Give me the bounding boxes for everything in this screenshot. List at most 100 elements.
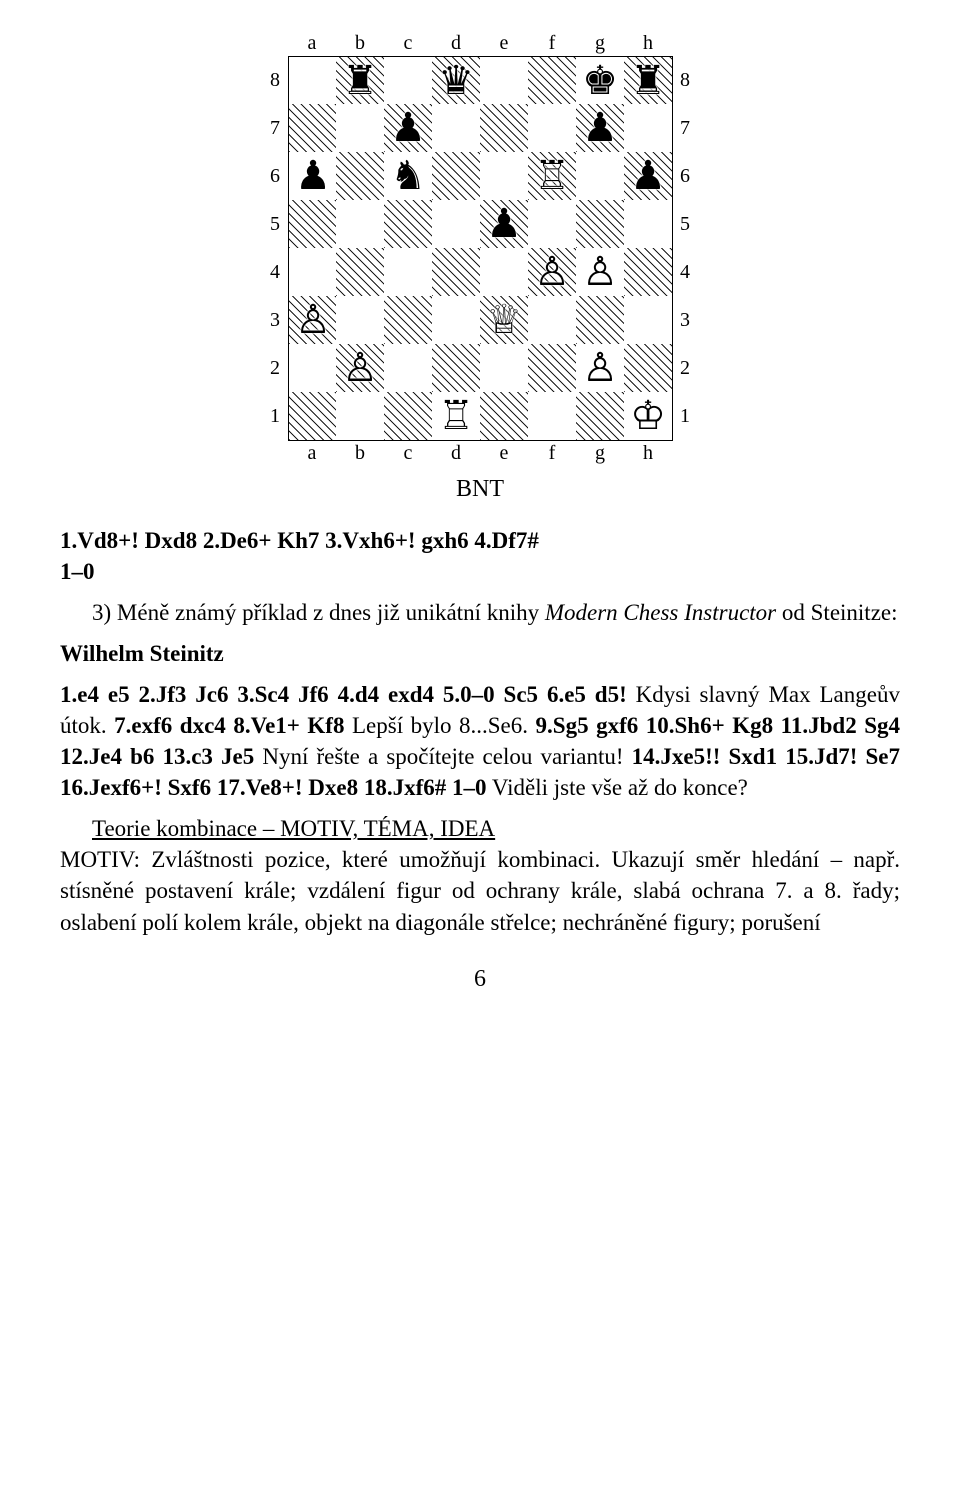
board-coord: 7	[672, 104, 698, 152]
square-c2	[384, 344, 432, 392]
square-b4	[336, 248, 384, 296]
board-coord: 6	[672, 152, 698, 200]
square-g2: ♙	[576, 344, 624, 392]
square-g6	[576, 152, 624, 200]
square-a4	[288, 248, 337, 296]
board-coord: 2	[262, 344, 288, 392]
square-b6	[336, 152, 384, 200]
square-e3: ♕	[480, 296, 528, 344]
square-b8: ♜	[336, 56, 384, 105]
square-b3	[336, 296, 384, 344]
square-a6: ♟	[288, 152, 337, 200]
board-coord: f	[528, 440, 576, 466]
square-a1	[288, 392, 337, 441]
result: 1–0	[60, 559, 95, 584]
piece: ♟	[295, 156, 331, 196]
square-f1	[528, 392, 576, 441]
page-number: 6	[60, 966, 900, 993]
theory-paragraph: Teorie kombinace – MOTIV, TÉMA, IDEA MOT…	[60, 813, 900, 937]
piece: ♟	[582, 108, 618, 148]
square-e7	[480, 104, 528, 152]
board-coord: f	[528, 30, 576, 56]
piece: ♔	[630, 396, 666, 436]
square-d8: ♛	[432, 56, 480, 105]
board-coord: 5	[672, 200, 698, 248]
square-a8	[288, 56, 337, 105]
square-b5	[336, 200, 384, 248]
square-f5	[528, 200, 576, 248]
piece: ♜	[630, 61, 666, 101]
board-coord: g	[576, 30, 624, 56]
square-f7	[528, 104, 576, 152]
square-e6	[480, 152, 528, 200]
square-e5: ♟	[480, 200, 528, 248]
square-d7	[432, 104, 480, 152]
square-d1: ♖	[432, 392, 480, 441]
square-d6	[432, 152, 480, 200]
board-coord: a	[288, 440, 336, 466]
square-c8	[384, 56, 432, 105]
square-e1	[480, 392, 528, 441]
square-f8	[528, 56, 576, 105]
square-h5	[624, 200, 673, 248]
piece: ♖	[438, 396, 474, 436]
square-f4: ♙	[528, 248, 576, 296]
diagram-caption: BNT	[60, 476, 900, 503]
square-a3: ♙	[288, 296, 337, 344]
square-a7	[288, 104, 337, 152]
square-d4	[432, 248, 480, 296]
board-coord: 5	[262, 200, 288, 248]
square-f2	[528, 344, 576, 392]
board-coord: b	[336, 440, 384, 466]
square-g4: ♙	[576, 248, 624, 296]
piece: ♖	[534, 156, 570, 196]
square-h4	[624, 248, 673, 296]
square-b7	[336, 104, 384, 152]
board-coord: d	[432, 30, 480, 56]
piece: ♙	[295, 300, 331, 340]
square-f6: ♖	[528, 152, 576, 200]
piece: ♚	[582, 61, 618, 101]
book-title: Modern Chess Instructor	[545, 600, 776, 625]
board-coord: h	[624, 30, 672, 56]
board-coord: 8	[262, 56, 288, 104]
piece: ♙	[582, 348, 618, 388]
board-coord: e	[480, 440, 528, 466]
piece: ♜	[342, 61, 378, 101]
board-coord: c	[384, 30, 432, 56]
square-c4	[384, 248, 432, 296]
board-coord: 4	[672, 248, 698, 296]
square-h8: ♜	[624, 56, 673, 105]
square-c6: ♞	[384, 152, 432, 200]
square-d3	[432, 296, 480, 344]
square-d5	[432, 200, 480, 248]
square-e4	[480, 248, 528, 296]
piece: ♕	[486, 300, 522, 340]
board-coord: e	[480, 30, 528, 56]
piece: ♟	[486, 204, 522, 244]
square-d2	[432, 344, 480, 392]
board-coord: 3	[672, 296, 698, 344]
board-coord: 2	[672, 344, 698, 392]
game-moves: 1.e4 e5 2.Jf3 Jc6 3.Sc4 Jf6 4.d4 exd4 5.…	[60, 679, 900, 803]
square-b1	[336, 392, 384, 441]
board-coord: h	[624, 440, 672, 466]
piece: ♞	[390, 156, 426, 196]
board-coord: c	[384, 440, 432, 466]
theory-heading: Teorie kombinace – MOTIV, TÉMA, IDEA	[92, 816, 495, 841]
square-a5	[288, 200, 337, 248]
theory-body: MOTIV: Zvláštnosti pozice, které umožňuj…	[60, 847, 900, 934]
board-coord: 3	[262, 296, 288, 344]
board-coord: g	[576, 440, 624, 466]
square-c7: ♟	[384, 104, 432, 152]
board-coord: a	[288, 30, 336, 56]
board-coord: b	[336, 30, 384, 56]
square-e8	[480, 56, 528, 105]
square-c3	[384, 296, 432, 344]
board-coord: d	[432, 440, 480, 466]
square-h2	[624, 344, 673, 392]
board-coord: 6	[262, 152, 288, 200]
square-f3	[528, 296, 576, 344]
square-h3	[624, 296, 673, 344]
square-g3	[576, 296, 624, 344]
